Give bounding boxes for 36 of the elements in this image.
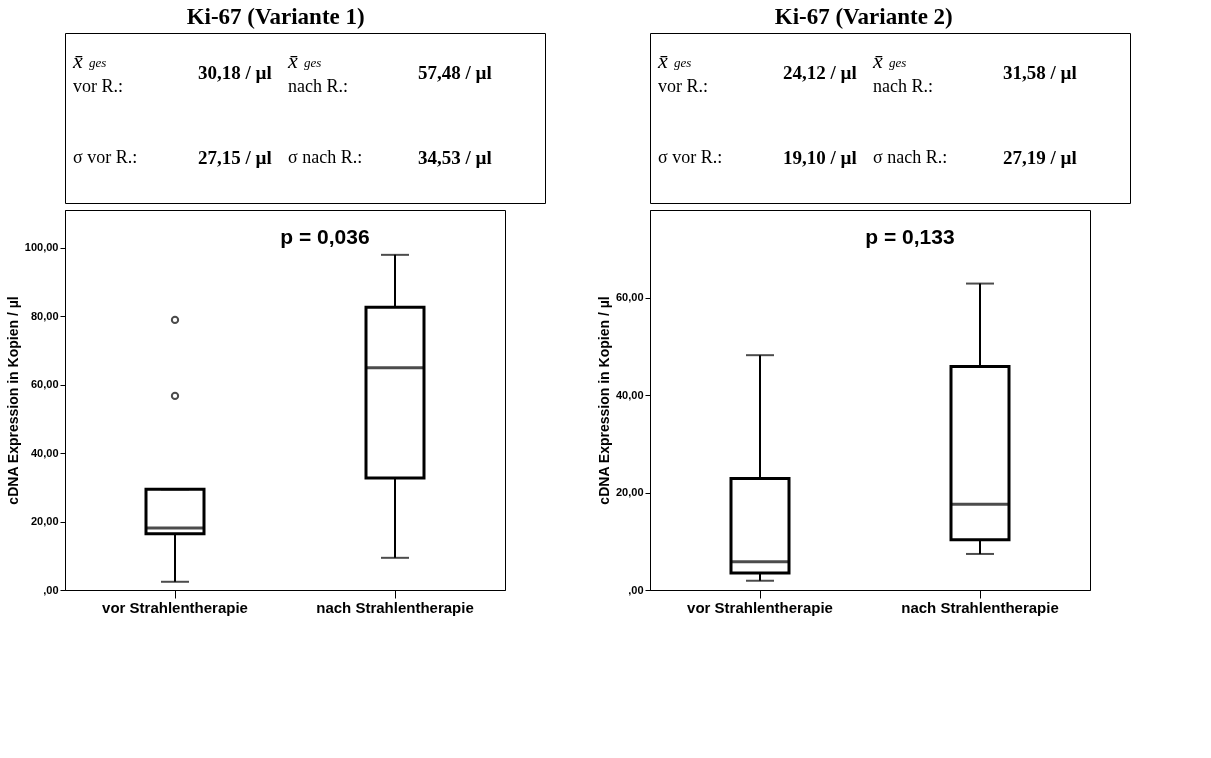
- text: 57,48 / µl: [418, 62, 492, 83]
- y-tick-label: 60,00: [30, 378, 59, 391]
- text: 30,18 / µl: [198, 62, 272, 83]
- y-tick-label: ,00: [43, 583, 59, 596]
- text: x̄ges nach R.:: [287, 48, 348, 96]
- text: 24,12 / µl: [783, 62, 857, 83]
- chart-title: Ki-67 (Variante 2): [774, 3, 953, 29]
- text: σ vor R.:: [658, 147, 723, 167]
- text: 34,53 / µl: [418, 147, 492, 168]
- chart-title: Ki-67 (Variante 1): [186, 3, 365, 29]
- text: σ nach R.:: [288, 147, 363, 167]
- y-tick-label: 20,00: [615, 486, 644, 499]
- text: σ vor R.:: [73, 147, 138, 167]
- y-tick-label: 40,00: [615, 388, 644, 401]
- y-axis-title: cDNA Expression in Kopien / µl: [4, 296, 21, 505]
- y-tick-label: 100,00: [24, 241, 59, 254]
- y-tick-label: 40,00: [30, 446, 59, 459]
- x-tick-label: nach Strahlentherapie: [901, 598, 1059, 616]
- y-tick-label: 60,00: [615, 291, 644, 304]
- text: x̄ges nach R.:: [872, 48, 933, 96]
- text: x̄ges vor R.:: [657, 48, 709, 96]
- text: 19,10 / µl: [783, 147, 857, 168]
- y-tick-label: 80,00: [30, 309, 59, 322]
- text: x̄ges vor R.:: [72, 48, 124, 96]
- text: 31,58 / µl: [1003, 62, 1077, 83]
- y-tick-label: ,00: [628, 583, 644, 596]
- x-tick-label: nach Strahlentherapie: [316, 598, 474, 616]
- x-tick-label: vor Strahlentherapie: [687, 598, 833, 616]
- x-tick-label: vor Strahlentherapie: [102, 598, 248, 616]
- y-tick-label: 20,00: [30, 515, 59, 528]
- text: σ nach R.:: [873, 147, 948, 167]
- annotation: p = 0,036: [280, 225, 370, 248]
- text: 27,15 / µl: [198, 147, 272, 168]
- annotation: p = 0,133: [865, 225, 955, 248]
- y-axis-title: cDNA Expression in Kopien / µl: [595, 296, 612, 505]
- text: 27,19 / µl: [1003, 147, 1077, 168]
